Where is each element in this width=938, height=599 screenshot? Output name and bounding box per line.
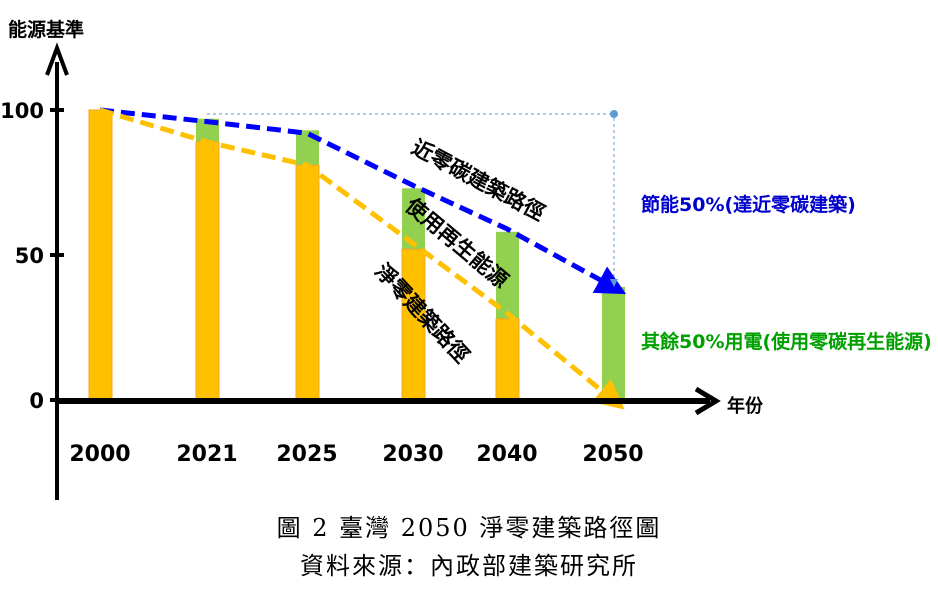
x-tick-label: 2050 bbox=[582, 442, 643, 467]
figure-title: 圖 2 臺灣 2050 淨零建築路徑圖 bbox=[276, 514, 662, 542]
bar-renewable-2050 bbox=[602, 286, 625, 400]
x-tick-label: 2030 bbox=[382, 442, 443, 467]
bar-renewable-2030 bbox=[402, 188, 425, 250]
bar-netzero-2025 bbox=[295, 164, 320, 403]
remaining-annotation: 其餘50%用電(使用零碳再生能源) bbox=[641, 330, 932, 353]
y-tick-label: 50 bbox=[15, 244, 44, 268]
y-tick-label: 100 bbox=[0, 99, 44, 123]
saving-guide-dot bbox=[610, 110, 618, 118]
saving-annotation: 節能50%(達近零碳建築) bbox=[641, 193, 856, 216]
bar-netzero-2000 bbox=[88, 109, 113, 403]
bar-netzero-2040 bbox=[495, 318, 520, 403]
x-axis-label: 年份 bbox=[727, 395, 764, 417]
bar-netzero-2021 bbox=[195, 141, 220, 403]
figure-source: 資料來源：內政部建築研究所 bbox=[300, 552, 638, 580]
x-tick-label: 2000 bbox=[69, 442, 130, 467]
y-axis-label: 能源基準 bbox=[8, 18, 84, 41]
bar-renewable-2040 bbox=[496, 231, 519, 319]
y-tick-label: 0 bbox=[29, 389, 44, 413]
y-axis-arrow-icon bbox=[45, 42, 69, 76]
x-axis-arrow-icon bbox=[694, 386, 721, 416]
x-tick-label: 2040 bbox=[476, 442, 537, 467]
x-tick-label: 2025 bbox=[276, 442, 337, 467]
line-near-zero-carbon bbox=[99, 107, 627, 295]
x-tick-label: 2021 bbox=[176, 442, 237, 467]
line-net-zero bbox=[99, 107, 625, 410]
